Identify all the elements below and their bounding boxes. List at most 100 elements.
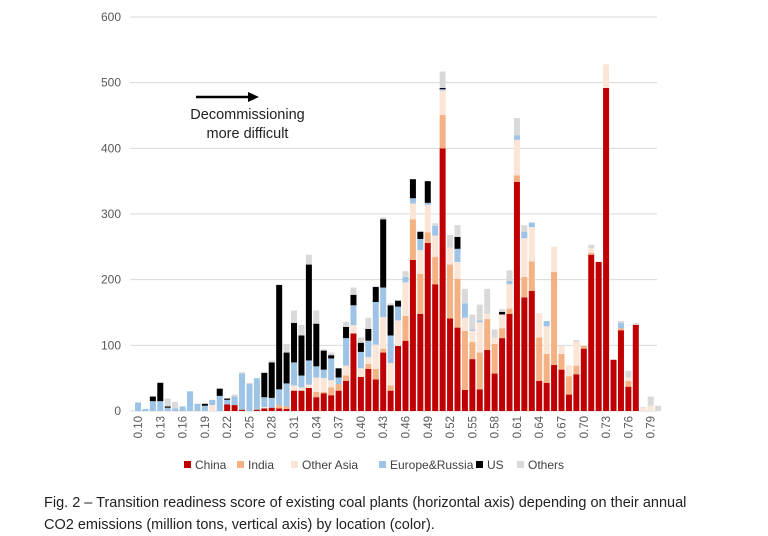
bar-segment-others (291, 310, 298, 324)
bar-segment-europe-russia (157, 401, 164, 411)
bar-segment-europe-russia (283, 383, 290, 407)
bar-segment-china (432, 284, 439, 411)
bar-segment-others (320, 349, 327, 351)
bar-segment-china (268, 407, 275, 411)
bar-segment-india (387, 385, 394, 391)
bar-segment-other-asia (261, 407, 268, 409)
bar-segment-us (261, 372, 268, 398)
bar-segment-china (313, 397, 320, 411)
bar-segment-other-asia (521, 238, 528, 278)
bar-segment-india (380, 348, 387, 353)
bar-segment-china (447, 318, 454, 411)
bar-segment-us (439, 87, 446, 90)
bar-segment-china (343, 380, 350, 411)
bar-segment-europe-russia (291, 362, 298, 386)
bar-segment-europe-russia (521, 231, 528, 239)
bar-segment-others (305, 254, 312, 265)
legend-label: Europe&Russia (390, 458, 474, 472)
bar-segment-others (439, 71, 446, 88)
bar-segment-other-asia (536, 313, 543, 338)
bar-segment-us (305, 264, 312, 361)
bar-segment-other-asia (558, 345, 565, 354)
bar-segment-europe-russia (328, 358, 335, 381)
bar-segment-europe-russia (528, 222, 535, 228)
bar-segment-other-asia (588, 248, 595, 253)
bar-segment-india (573, 365, 580, 375)
bar-segment-china (536, 380, 543, 411)
bar-segment-other-asia (603, 64, 610, 88)
bar-segment-india (528, 261, 535, 291)
x-tick-label: 0.31 (289, 416, 301, 438)
bar-segment-india (558, 353, 565, 370)
bar-segment-other-asia (565, 365, 572, 377)
bar-segment-china (409, 259, 416, 411)
bar-segment-china (395, 345, 402, 411)
x-tick-label: 0.28 (267, 416, 279, 438)
bar-segment-other-asia (298, 387, 305, 391)
bar-segment-india (409, 219, 416, 260)
bar-segment-other-asia (417, 250, 424, 274)
x-tick-label: 0.16 (178, 416, 190, 438)
bar-segment-europe-russia (343, 338, 350, 366)
bar-segment-india (343, 375, 350, 381)
bar-segment-india (521, 277, 528, 298)
bar-segment-others (357, 337, 364, 343)
bar-segment-china (424, 242, 431, 411)
bar-segment-us (372, 286, 379, 302)
bar-segment-others (632, 323, 639, 325)
y-tick-label: 200 (101, 273, 121, 287)
bar-segment-other-asia (432, 235, 439, 257)
bar-segment-other-asia (424, 204, 431, 233)
bar-segment-others (239, 372, 246, 374)
bar-segment-other-asia (476, 322, 483, 353)
bar-segment-china (253, 409, 260, 411)
bar-segment-others (513, 118, 520, 136)
bar-segment-us (380, 219, 387, 288)
bar-segment-others (588, 244, 595, 249)
bar-segment-europe-russia (409, 198, 416, 204)
bar-segment-china (402, 340, 409, 411)
bar-segment-other-asia (454, 261, 461, 280)
bar-segment-other-asia (580, 345, 587, 346)
bar-segment-china (365, 368, 372, 411)
stacked-bar-chart: 0 100 200 300 400 500 600 0.10 0.13 0.16 0.19 0.22… (101, 10, 662, 472)
bar-segment-other-asia (573, 342, 580, 366)
bar-segment-us (387, 305, 394, 336)
bar-segment-others (454, 225, 461, 237)
bar-segment-other-asia (640, 407, 647, 411)
bar-segment-china (499, 338, 506, 411)
bar-segment-others (387, 303, 394, 306)
bar-segment-china (573, 374, 580, 411)
caption-line2: CO2 emissions (million tons, vertical ax… (44, 517, 435, 533)
bar-segment-europe-russia (224, 399, 231, 405)
bar-segment-other-asia (625, 377, 632, 381)
bar-segment-china (283, 409, 290, 411)
bar-segment-china (491, 373, 498, 411)
bar-segment-china (595, 261, 602, 411)
bar-segment-others (461, 288, 468, 304)
bar-segment-china (461, 389, 468, 411)
bar-segment-china (506, 313, 513, 411)
bar-segment-china (625, 386, 632, 411)
figure-caption: Fig. 2 – Transition readiness score of e… (44, 492, 744, 536)
x-tick-label: 0.73 (601, 416, 613, 438)
x-tick-label: 0.61 (512, 416, 524, 438)
bar-segment-others (491, 329, 498, 338)
bar-segment-other-asia (395, 320, 402, 346)
bar-segment-china (350, 333, 357, 411)
bar-segment-us (454, 236, 461, 249)
bar-segment-china (565, 394, 572, 411)
bar-segment-other-asia (469, 330, 476, 343)
bar-segment-others (640, 407, 647, 408)
legend-swatch (379, 461, 386, 468)
bar-segment-us (417, 231, 424, 239)
bar-segment-india (580, 345, 587, 349)
bar-segment-others (647, 396, 654, 406)
bar-segment-india (447, 264, 454, 319)
bar-segment-india (588, 252, 595, 255)
bar-segment-other-asia (291, 385, 298, 391)
bar-segment-us (395, 300, 402, 307)
bar-segment-us (350, 294, 357, 306)
bar-segment-china (417, 313, 424, 411)
bar-segment-china (305, 388, 312, 411)
